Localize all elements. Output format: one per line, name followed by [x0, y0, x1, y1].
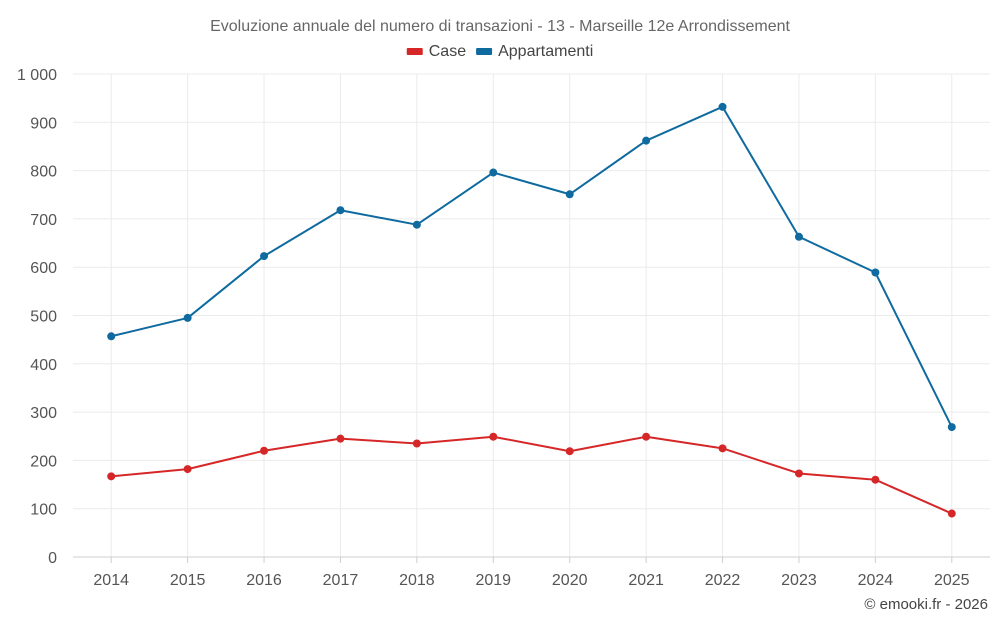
y-tick-label: 800	[30, 164, 57, 181]
data-point[interactable]	[794, 232, 803, 241]
x-tick-label: 2024	[858, 572, 894, 589]
x-tick-label: 2015	[170, 572, 206, 589]
y-tick-label: 600	[30, 260, 57, 277]
data-point[interactable]	[107, 472, 116, 481]
data-point[interactable]	[260, 252, 269, 261]
data-point[interactable]	[642, 136, 651, 145]
y-tick-label: 100	[30, 502, 57, 519]
data-point[interactable]	[183, 313, 192, 322]
data-point[interactable]	[336, 434, 345, 443]
x-tick-label: 2023	[781, 572, 817, 589]
x-tick-label: 2014	[93, 572, 129, 589]
x-tick-label: 2022	[705, 572, 741, 589]
y-tick-label: 0	[48, 550, 57, 567]
data-point[interactable]	[642, 432, 651, 441]
series-appartamenti	[107, 102, 956, 432]
x-tick-label: 2020	[552, 572, 588, 589]
legend-item-case[interactable]: Case	[406, 43, 466, 60]
data-point[interactable]	[412, 220, 421, 229]
legend-item-appartamenti[interactable]: Appartamenti	[476, 43, 593, 60]
legend-swatch	[406, 48, 423, 55]
data-point[interactable]	[718, 444, 727, 453]
y-tick-label: 700	[30, 212, 57, 229]
legend-label: Appartamenti	[498, 43, 593, 60]
data-point[interactable]	[718, 102, 727, 111]
series-line-appartamenti	[110, 105, 953, 428]
data-point[interactable]	[871, 475, 880, 484]
data-point[interactable]	[871, 268, 880, 277]
y-tick-label: 500	[30, 309, 57, 326]
x-tick-label: 2019	[475, 572, 511, 589]
legend-label: Case	[429, 43, 466, 60]
x-tick-label: 2017	[323, 572, 359, 589]
data-point[interactable]	[183, 465, 192, 474]
data-point[interactable]	[489, 432, 498, 441]
data-point[interactable]	[794, 469, 803, 478]
y-tick-label: 1 000	[17, 67, 57, 84]
y-tick-label: 200	[30, 453, 57, 470]
x-tick-label: 2025	[934, 572, 970, 589]
legend-swatch	[476, 48, 493, 55]
y-tick-label: 900	[30, 115, 57, 132]
series-layer	[107, 102, 956, 518]
credit-text: © emooki.fr - 2026	[864, 596, 988, 613]
x-tick-label: 2021	[628, 572, 664, 589]
x-tick-label: 2018	[399, 572, 435, 589]
series-case	[107, 432, 956, 518]
data-point[interactable]	[412, 439, 421, 448]
legend: Case Appartamenti	[406, 43, 593, 60]
data-point[interactable]	[565, 190, 574, 199]
y-tick-label: 400	[30, 357, 57, 374]
y-tick-label: 300	[30, 405, 57, 422]
grid	[73, 73, 990, 557]
data-point[interactable]	[565, 447, 574, 456]
chart-title: Evoluzione annuale del numero di transaz…	[210, 18, 790, 35]
data-point[interactable]	[336, 206, 345, 215]
data-point[interactable]	[107, 332, 116, 341]
x-tick-label: 2016	[246, 572, 282, 589]
data-point[interactable]	[489, 168, 498, 177]
data-point[interactable]	[947, 423, 956, 432]
series-line-case	[111, 435, 953, 515]
data-point[interactable]	[947, 509, 956, 518]
axes: 0 100 200 300 400 500 600 700 800 900 1 000 2014 201…	[17, 67, 990, 589]
data-point[interactable]	[260, 446, 269, 455]
